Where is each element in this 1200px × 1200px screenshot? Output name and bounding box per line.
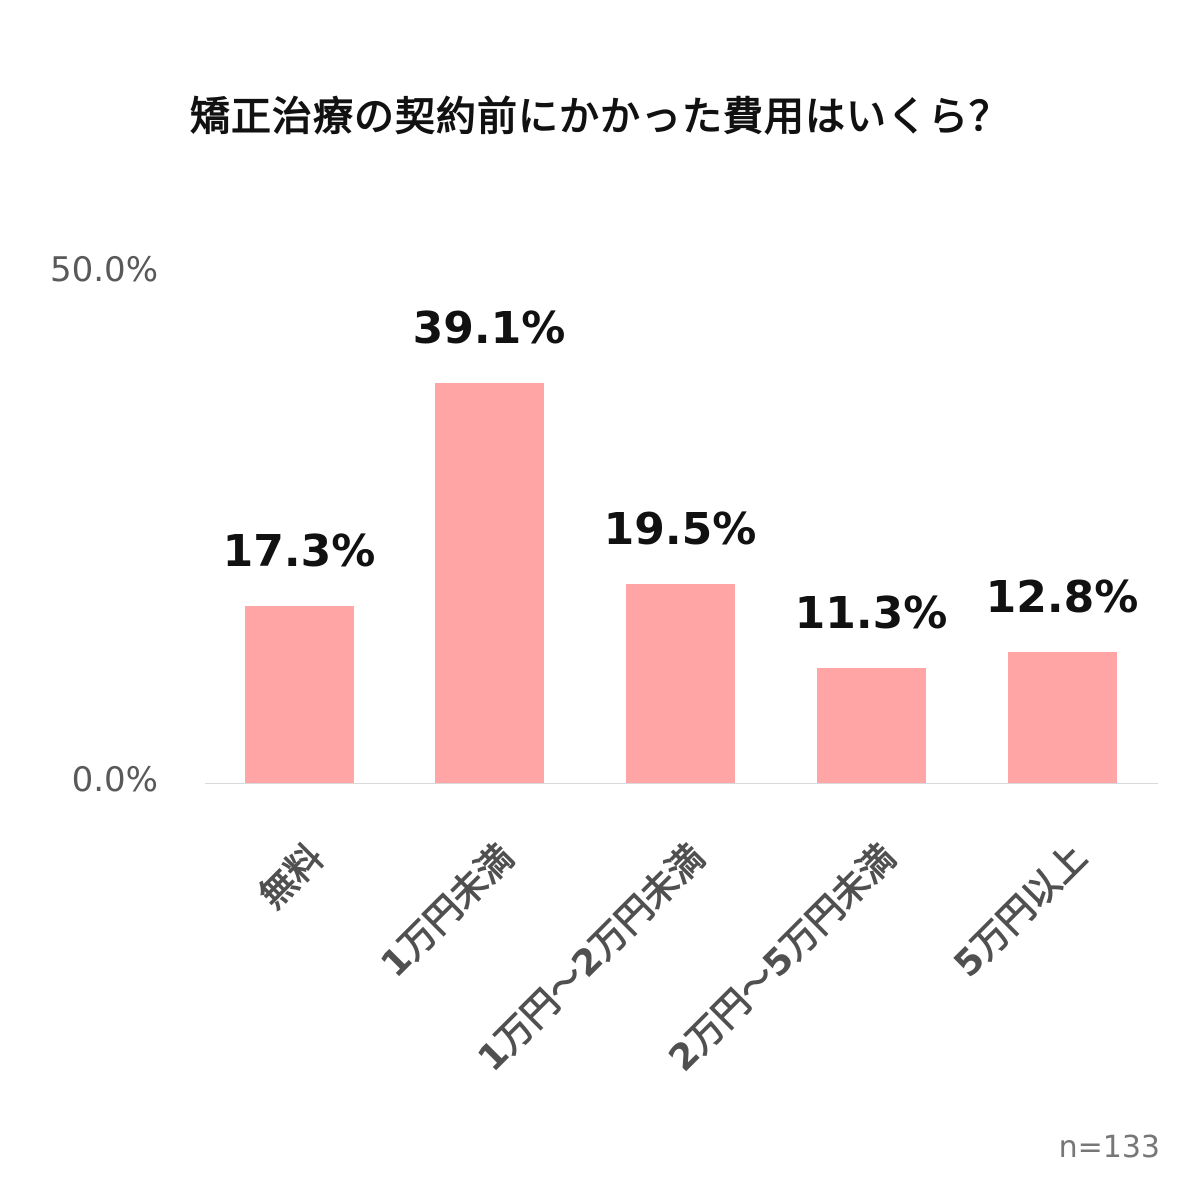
bar-value-label: 17.3% bbox=[222, 526, 376, 578]
bar bbox=[626, 583, 735, 783]
bar-value-label: 19.5% bbox=[603, 503, 757, 555]
y-tick-min: 0.0% bbox=[71, 760, 158, 800]
x-axis-category-label: 5万円以上 bbox=[946, 836, 1096, 986]
x-axis-category-label: 1万円未満 bbox=[373, 836, 523, 986]
bar-value-label: 11.3% bbox=[794, 587, 948, 639]
bar bbox=[245, 606, 354, 783]
bar-value-label: 39.1% bbox=[412, 303, 566, 355]
y-tick-max: 50.0% bbox=[49, 250, 158, 290]
bar bbox=[1008, 652, 1117, 783]
bar bbox=[817, 667, 926, 783]
sample-size-note: n=133 bbox=[1058, 1130, 1160, 1165]
x-axis-category-label: 無料 bbox=[252, 836, 332, 917]
bar-value-label: 12.8% bbox=[985, 572, 1139, 624]
chart-title: 矯正治療の契約前にかかった費用はいくら？ bbox=[190, 94, 1010, 140]
bar bbox=[435, 383, 544, 783]
x-axis-line bbox=[205, 783, 1158, 784]
